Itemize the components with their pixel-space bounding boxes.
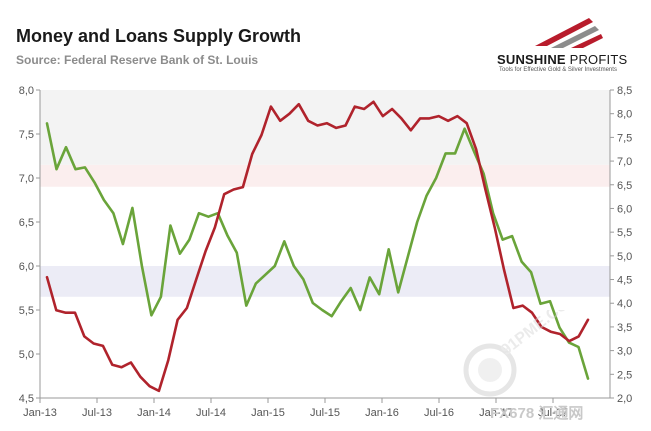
right-y-tick-label: 4,0 <box>617 298 632 310</box>
left-y-tick-label: 7,5 <box>19 129 34 141</box>
logo-wordmark: SUNSHINE PROFITS <box>497 52 627 67</box>
watermark-circle-text: 91PME.COM <box>498 310 583 359</box>
left-y-tick-label: 5,5 <box>19 305 34 317</box>
right-y-tick-label: 4,5 <box>617 275 632 287</box>
right-y-tick-label: 3,5 <box>617 322 632 334</box>
right-y-tick-label: 8,0 <box>617 109 632 121</box>
logo-tagline: Tools for Effective Gold & Silver Invest… <box>499 67 617 73</box>
x-tick-label: Jul-13 <box>82 407 112 419</box>
chart-title: Money and Loans Supply Growth <box>16 26 302 46</box>
right-y-tick-label: 7,0 <box>617 156 632 168</box>
right-y-tick-label: 5,5 <box>617 227 632 239</box>
left-y-tick-label: 5,0 <box>19 349 34 361</box>
left-y-tick-label: 7,0 <box>19 173 34 185</box>
x-tick-label: Jan-14 <box>137 407 171 419</box>
background-band-0 <box>40 266 610 297</box>
background-band-2 <box>40 90 610 165</box>
right-y-tick-label: 6,0 <box>617 203 632 215</box>
right-y-tick-label: 7,5 <box>617 132 632 144</box>
left-y-tick-label: 4,5 <box>19 393 34 405</box>
background-band-1 <box>40 164 610 187</box>
chart-axes: 4,5 5,0 5,5 6,0 6,5 7,0 7,5 8,0 2,0 2,5 3,0 3,5 4,0 4… <box>19 85 633 419</box>
x-tick-label: Jan-16 <box>365 407 399 419</box>
x-tick-label: Jan-13 <box>23 407 57 419</box>
logo-name-light: PROFITS <box>565 52 628 67</box>
x-tick-label: Jul-17 <box>538 407 568 419</box>
series-line-red <box>45 100 590 393</box>
right-y-tick-label: 5,0 <box>617 251 632 263</box>
sunshine-profits-logo: SUNSHINE PROFITS Tools for Effective Gol… <box>497 16 637 76</box>
right-y-tick-label: 6,5 <box>617 180 632 192</box>
logo-name-bold: SUNSHINE <box>497 52 566 67</box>
x-tick-label: Jul-15 <box>310 407 340 419</box>
series-line-green <box>45 122 590 380</box>
left-y-tick-label: 6,5 <box>19 217 34 229</box>
sun-rays-logo-icon <box>535 18 603 48</box>
x-tick-label: Jul-16 <box>424 407 454 419</box>
right-y-tick-label: 2,5 <box>617 369 632 381</box>
left-y-tick-label: 8,0 <box>19 85 34 97</box>
background-bands <box>40 90 610 297</box>
right-y-tick-label: 3,0 <box>617 346 632 358</box>
x-tick-label: Jul-14 <box>196 407 226 419</box>
right-y-tick-label: 8,5 <box>617 85 632 97</box>
x-tick-label: Jan-17 <box>479 407 513 419</box>
watermark-logo-icon: 91PME.COM <box>463 310 583 397</box>
x-tick-label: Jan-15 <box>251 407 285 419</box>
chart-series <box>45 100 590 393</box>
right-y-tick-label: 2,0 <box>617 393 632 405</box>
watermark-text: FX678 汇通网 <box>490 405 584 422</box>
chart-subtitle: Source: Federal Reserve Bank of St. Loui… <box>16 53 259 67</box>
left-y-tick-label: 6,0 <box>19 261 34 273</box>
